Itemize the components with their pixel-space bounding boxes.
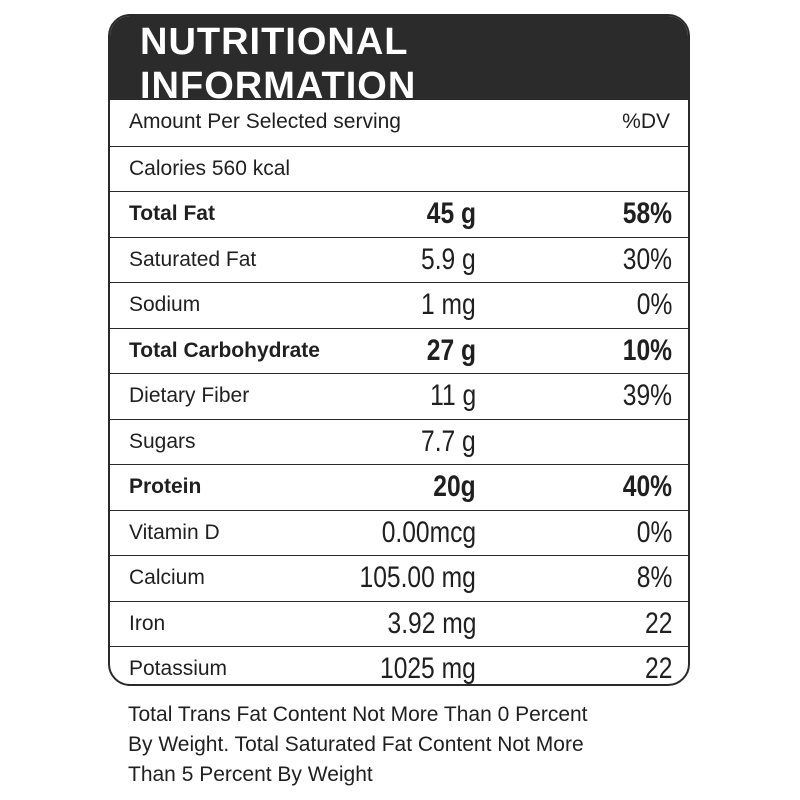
nutrient-row-sugars: Sugars 7.7 g bbox=[110, 418, 688, 465]
nutrient-amount: 0.00mcg bbox=[381, 515, 476, 549]
nutrient-name: Sodium bbox=[129, 293, 201, 316]
label-title: NUTRITIONAL INFORMATION bbox=[140, 21, 417, 107]
nutrient-row-sodium: Sodium 1 mg 0% bbox=[110, 282, 688, 328]
nutrient-amount: 27 g bbox=[426, 333, 476, 367]
nutrient-name: Sugars bbox=[129, 429, 196, 453]
nutrient-name: Protein bbox=[129, 475, 202, 498]
nutrient-row-protein: Protein 20g 40% bbox=[110, 464, 688, 510]
nutrient-row-saturated-fat: Saturated Fat 5.9 g 30% bbox=[110, 236, 688, 283]
nutrient-name: Vitamin D bbox=[129, 520, 220, 544]
nutrient-dv: 40% bbox=[622, 470, 672, 503]
nutrient-dv: 30% bbox=[622, 242, 672, 276]
nutrient-amount: 5.9 g bbox=[421, 242, 476, 276]
amount-per-serving-label: Amount Per Selected serving bbox=[129, 110, 401, 133]
nutrient-row-iron: Iron 3.92 mg 22 bbox=[110, 600, 688, 647]
nutrient-name: Iron bbox=[129, 611, 166, 635]
nutrient-dv: 0% bbox=[636, 288, 672, 321]
nutrition-label: NUTRITIONAL INFORMATION Per 100 g (appro… bbox=[108, 14, 690, 686]
nutrient-amount: 1 mg bbox=[421, 288, 476, 321]
nutrient-amount: 3.92 mg bbox=[387, 606, 476, 640]
dv-column-label: %DV bbox=[622, 110, 670, 133]
nutrient-row-vitamin-d: Vitamin D 0.00mcg 0% bbox=[110, 509, 688, 556]
nutrient-dv: 10% bbox=[622, 333, 672, 367]
nutrient-dv: 22 bbox=[644, 652, 672, 685]
nutrient-row-potassium: Potassium 1025 mg 22 bbox=[110, 646, 688, 685]
nutrient-row-total-carbohydrate: Total Carbohydrate 27 g 10% bbox=[110, 327, 688, 374]
nutrient-dv: 0% bbox=[636, 515, 672, 549]
nutrient-dv: 22 bbox=[644, 606, 672, 640]
nutrient-row-total-fat: Total Fat 45 g 58% bbox=[110, 191, 688, 237]
nutrient-name: Saturated Fat bbox=[129, 247, 257, 271]
nutrient-dv: 8% bbox=[636, 561, 672, 594]
nutrient-amount: 20g bbox=[433, 470, 476, 503]
nutrient-row-dietary-fiber: Dietary Fiber 11 g 39% bbox=[110, 373, 688, 419]
nutrient-row-calcium: Calcium 105.00 mg 8% bbox=[110, 555, 688, 601]
nutrient-name: Dietary Fiber bbox=[129, 384, 250, 407]
calories-row: Calories 560 kcal bbox=[110, 145, 688, 192]
calories-text: Calories 560 kcal bbox=[129, 156, 291, 180]
nutrient-name: Potassium bbox=[129, 657, 228, 680]
table-header-row: Amount Per Selected serving %DV bbox=[110, 100, 688, 146]
nutrient-name: Total Carbohydrate bbox=[129, 338, 320, 362]
label-subtitle: Per 100 g (approx) bbox=[141, 109, 325, 134]
footnote-line: Total Trans Fat Content Not More Than 0 … bbox=[128, 703, 588, 726]
footnote-line: By Weight. Total Saturated Fat Content N… bbox=[128, 733, 584, 756]
nutrient-amount: 105.00 mg bbox=[359, 561, 476, 594]
nutrient-amount: 1025 mg bbox=[380, 652, 476, 685]
nutrient-name: Total Fat bbox=[129, 202, 215, 225]
nutrient-amount: 7.7 g bbox=[421, 424, 476, 458]
nutrient-dv: 39% bbox=[622, 379, 672, 412]
footnote: Total Trans Fat Content Not More Than 0 … bbox=[128, 700, 698, 790]
nutrient-dv: 58% bbox=[622, 197, 672, 230]
footnote-line: Than 5 Percent By Weight bbox=[128, 763, 373, 786]
nutrient-name: Calcium bbox=[129, 566, 205, 589]
nutrient-amount: 11 g bbox=[429, 379, 476, 412]
label-header: NUTRITIONAL INFORMATION Per 100 g (appro… bbox=[110, 16, 688, 134]
nutrient-amount: 45 g bbox=[426, 197, 476, 230]
